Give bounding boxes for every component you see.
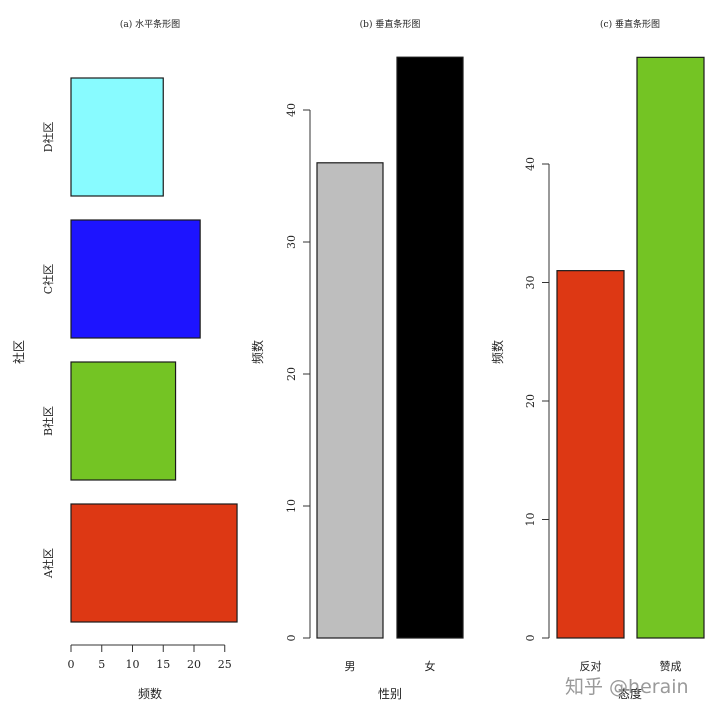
panel-c-bars (556, 56, 705, 639)
panel-a-bar-2 (70, 361, 177, 481)
panel-a-y-axis-label: 社区 (11, 340, 26, 364)
panel-a-category-label-3: C社区 (41, 264, 55, 294)
panel-a-title: (a) 水平条形图 (120, 18, 180, 30)
panel-b-y-tick-label-0: 0 (285, 635, 298, 642)
panel-b-y-tick-label-2: 20 (285, 367, 298, 381)
panel-a-category-label-4: D社区 (41, 122, 55, 153)
panel-c-y-tick-label-4: 40 (524, 157, 537, 171)
panel-c-bar-1 (556, 270, 625, 639)
panel-a-x-tick-label-5: 25 (218, 658, 232, 671)
panel-c-vertical-bar-chart: (c) 垂直条形图 反对 赞成 0 10 20 30 40 态度 频数 (490, 18, 705, 701)
panel-a-bar-4 (70, 77, 164, 197)
panel-b-bars (316, 56, 464, 639)
panel-b-title: (b) 垂直条形图 (360, 18, 421, 30)
panel-c-y-axis-label: 频数 (490, 340, 505, 364)
panel-c-y-tick-label-3: 30 (524, 276, 537, 290)
panel-a-x-tick-label-0: 0 (68, 658, 75, 671)
panel-c-y-tick-label-1: 10 (524, 513, 537, 527)
panel-c-category-labels: 反对 赞成 (580, 659, 682, 673)
panel-c-title: (c) 垂直条形图 (600, 18, 660, 30)
panel-b-y-tick-label-4: 40 (285, 103, 298, 117)
panel-a-x-axis-label: 频数 (138, 686, 162, 701)
panel-c-y-tick-label-2: 20 (524, 394, 537, 408)
panel-c-y-ticks: 0 10 20 30 40 (524, 157, 549, 642)
panel-c-category-label-2: 赞成 (660, 660, 682, 673)
panel-b-x-axis-label: 性别 (378, 687, 402, 701)
panel-b-vertical-bar-chart: (b) 垂直条形图 男女 010203040 性别 频数 (250, 18, 464, 701)
panel-b-category-label-1: 男 (345, 660, 356, 673)
panel-a-x-tick-label-4: 20 (187, 658, 201, 671)
panel-a-horizontal-bar-chart: (a) 水平条形图 A社区 B社区 C社区 D社区 0 5 10 15 20 25 频数 社区 (11, 18, 238, 701)
panel-b-category-label-2: 女 (425, 659, 436, 673)
watermark-text: 知乎 @herain (565, 676, 689, 698)
panel-a-bar-3 (70, 219, 201, 339)
panel-a-bar-1 (70, 503, 238, 623)
panel-a-category-label-1: A社区 (41, 548, 55, 579)
panel-b-y-ticks: 0 10 20 30 40 (285, 103, 310, 642)
panel-a-x-ticks: 0 5 10 15 20 25 (68, 645, 232, 671)
panel-b-category-labels: 男女 (345, 659, 436, 673)
panel-b-y-tick-label-1: 10 (285, 499, 298, 513)
panel-a-bars (70, 77, 238, 623)
panel-a-x-tick-label-3: 15 (156, 658, 170, 671)
panel-c-x-axis-label: 态度 (618, 686, 642, 701)
panel-c-y-tick-label-0: 0 (524, 635, 537, 642)
panel-b-y-axis-label: 频数 (250, 340, 265, 364)
panel-c-bar-2 (636, 56, 705, 639)
panel-a-category-label-2: B社区 (41, 406, 55, 436)
panel-a-category-labels: A社区 B社区 C社区 D社区 (41, 122, 55, 579)
panel-a-x-tick-label-2: 10 (126, 658, 140, 671)
panel-b-bar-1 (316, 162, 384, 639)
panel-b-bar-2 (396, 56, 464, 639)
panel-a-x-tick-label-1: 5 (98, 658, 105, 671)
panel-b-y-tick-label-3: 30 (285, 235, 298, 249)
panel-c-category-label-1: 反对 (580, 659, 602, 673)
